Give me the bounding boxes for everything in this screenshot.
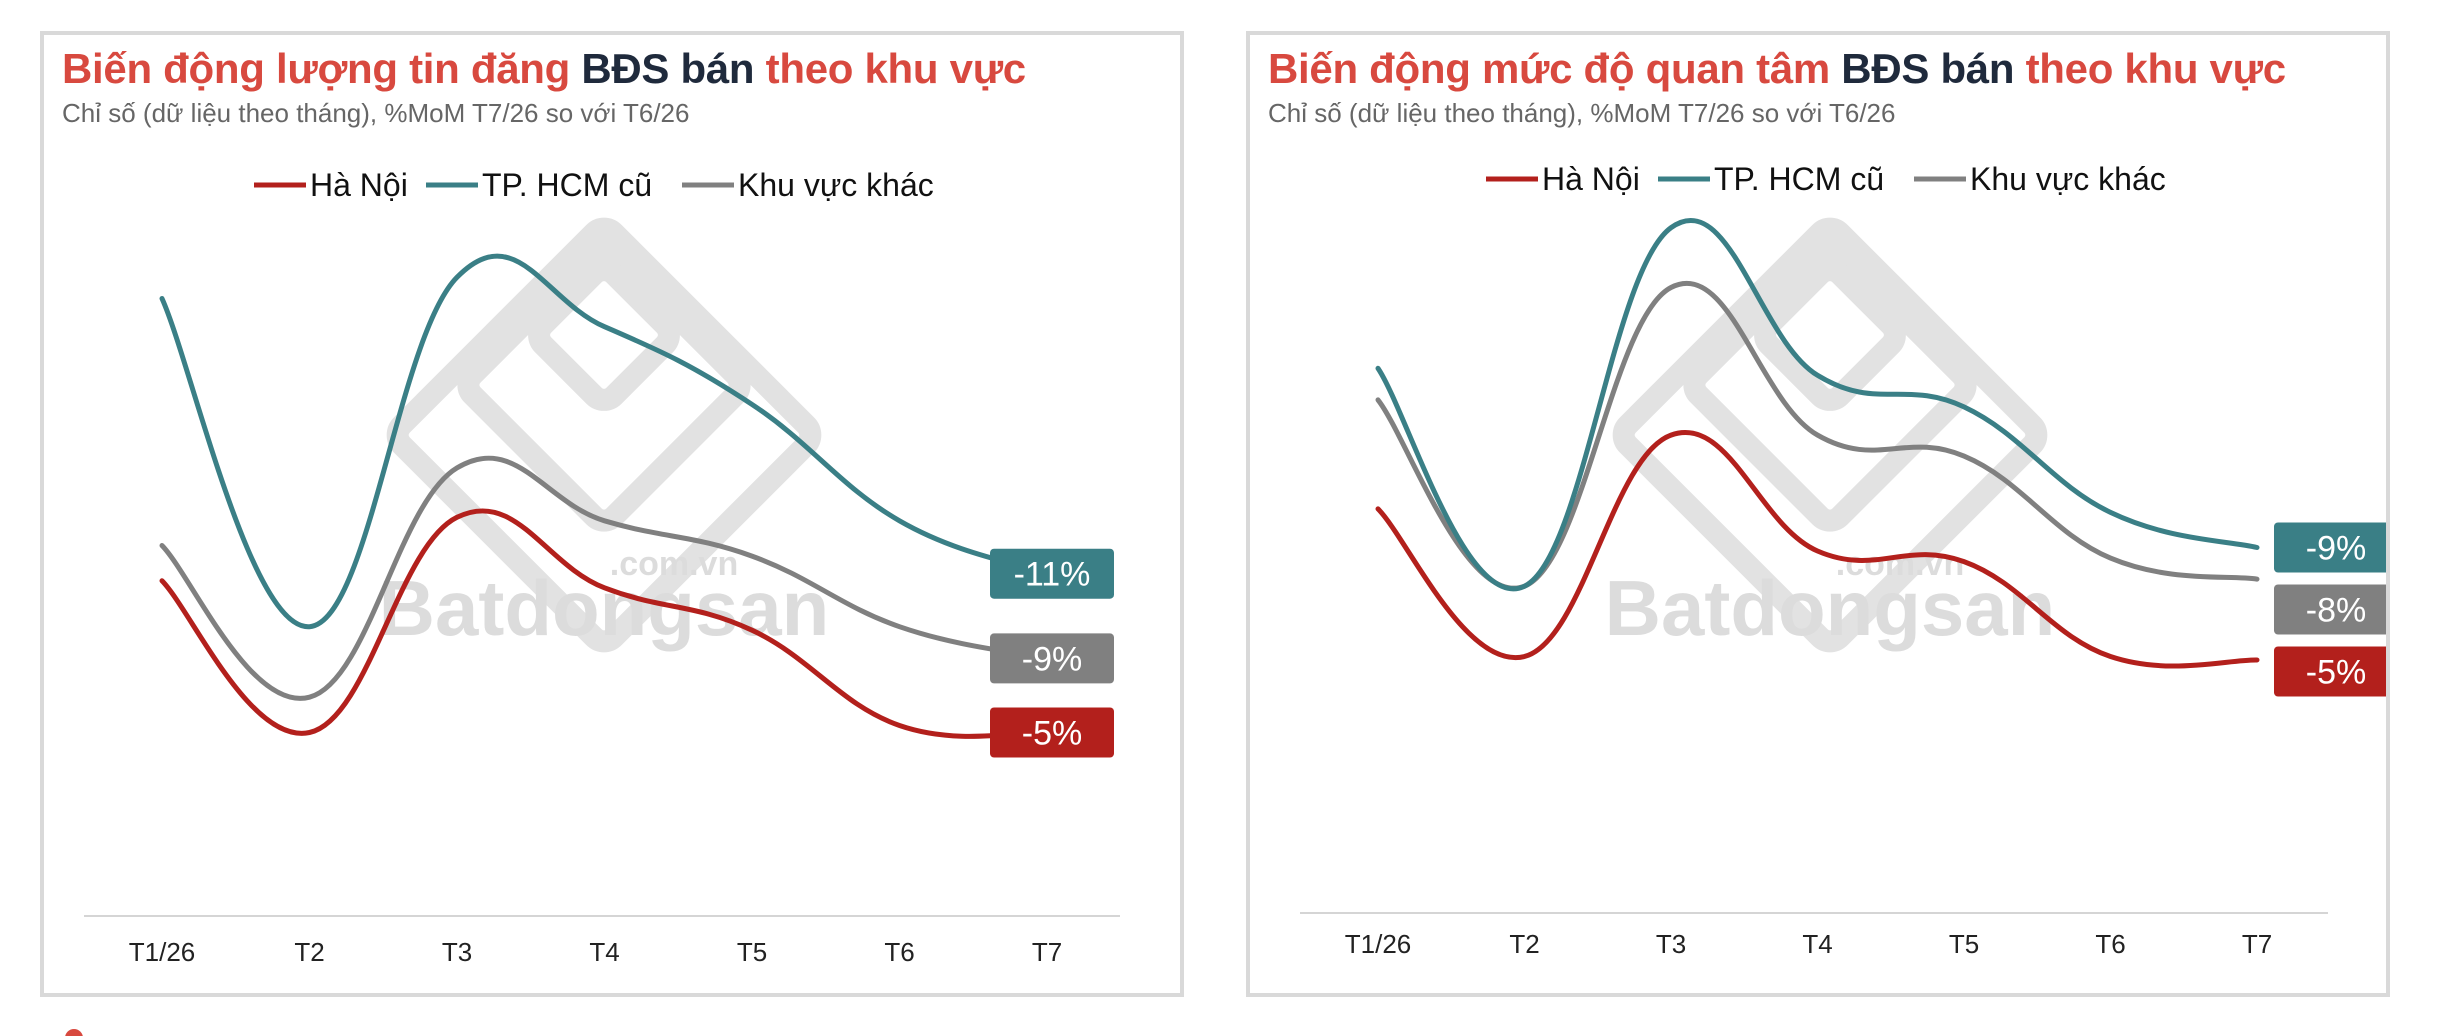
end-label-bg	[990, 548, 1114, 599]
legend-label: Hà Nội	[1542, 161, 1640, 197]
chart-subtitle: Chỉ số (dữ liệu theo tháng), %MoM T7/26 …	[1268, 98, 1896, 128]
legend-item: TP. HCM cũ	[426, 167, 652, 203]
legend-item: TP. HCM cũ	[1658, 161, 1884, 197]
series-line	[159, 508, 1050, 739]
end-value-label: -5%	[2274, 646, 2386, 697]
x-tick-label: T1/26	[129, 937, 196, 967]
series-line	[1375, 430, 2260, 669]
legend-label: TP. HCM cũ	[1714, 161, 1884, 197]
series-line	[1375, 281, 2260, 591]
x-tick-label: T6	[884, 937, 914, 967]
watermark-domain: .com.vn	[1836, 545, 1964, 583]
end-label-text: -9%	[1022, 640, 1082, 678]
legend-label: Khu vực khác	[1970, 161, 2166, 197]
legend-item: Khu vực khác	[682, 167, 934, 203]
end-label-text: -11%	[1014, 556, 1091, 594]
watermark-diamond	[1683, 238, 1977, 532]
footer-logo-fragment	[65, 1029, 83, 1036]
series-line	[159, 455, 1050, 701]
title-part-3: theo khu vực	[2025, 45, 2287, 92]
legend-label: Hà Nội	[310, 167, 408, 203]
legend-item: Hà Nội	[1486, 161, 1640, 197]
series-line	[1375, 217, 2260, 592]
watermark-diamond	[528, 259, 680, 411]
end-label-bg	[2274, 584, 2386, 635]
end-label-text: -8%	[2306, 592, 2366, 630]
title-part-1: Biến động lượng tin đăng	[62, 45, 570, 92]
series-line	[159, 253, 1050, 630]
legend-item: Khu vực khác	[1914, 161, 2166, 197]
chart-panel-listings: .com.vn Batdongsan Hà Nội TP. HCM cũ Khu vực…	[40, 31, 1184, 997]
end-value-label: -5%	[990, 707, 1114, 758]
x-tick-label: T4	[589, 937, 619, 967]
watermark-diamond	[1612, 217, 2048, 653]
title-part-1: Biến động mức độ quan tâm	[1268, 45, 1830, 92]
x-tick-label: T5	[737, 937, 767, 967]
legend-item: Hà Nội	[254, 167, 408, 203]
end-label-bg	[990, 707, 1114, 758]
watermark-domain: .com.vn	[610, 545, 738, 583]
chart-panel-interest: .com.vn Batdongsan Hà Nội TP. HCM cũ Khu vực…	[1246, 31, 2390, 997]
x-tick-label: T7	[1032, 937, 1062, 967]
x-tick-label: T2	[294, 937, 324, 967]
title-part-2: BĐS bán	[1841, 45, 2015, 92]
end-value-label: -8%	[2274, 584, 2386, 635]
end-value-label: -11%	[990, 548, 1114, 599]
x-tick-label: T4	[1802, 929, 1832, 959]
chart-title: Biến động lượng tin đăng BĐS bán theo kh…	[62, 45, 1026, 93]
chart-subtitle: Chỉ số (dữ liệu theo tháng), %MoM T7/26 …	[62, 98, 690, 128]
end-label-bg	[2274, 522, 2386, 573]
x-tick-label: T3	[1656, 929, 1686, 959]
end-label-bg	[2274, 646, 2386, 697]
end-label-text: -5%	[2306, 654, 2366, 692]
watermark-diamond	[1754, 259, 1906, 411]
watermark-diamond	[457, 238, 751, 532]
x-tick-label: T7	[2242, 929, 2272, 959]
end-label-text: -9%	[2306, 530, 2366, 568]
end-label-bg	[990, 633, 1114, 684]
title-part-2: BĐS bán	[581, 45, 755, 92]
x-tick-label: T5	[1949, 929, 1979, 959]
end-label-text: -5%	[1022, 715, 1082, 753]
end-value-label: -9%	[2274, 522, 2386, 573]
x-tick-label: T6	[2095, 929, 2125, 959]
title-part-3: theo khu vực	[765, 45, 1027, 92]
x-tick-label: T3	[442, 937, 472, 967]
end-value-label: -9%	[990, 633, 1114, 684]
legend-label: Khu vực khác	[738, 167, 934, 203]
x-tick-label: T1/26	[1345, 929, 1412, 959]
watermark-brand: Batdongsan	[1605, 564, 2056, 652]
watermark-brand: Batdongsan	[379, 564, 830, 652]
legend-label: TP. HCM cũ	[482, 167, 652, 203]
x-tick-label: T2	[1509, 929, 1539, 959]
chart-title: Biến động mức độ quan tâm BĐS bán theo k…	[1268, 45, 2286, 93]
